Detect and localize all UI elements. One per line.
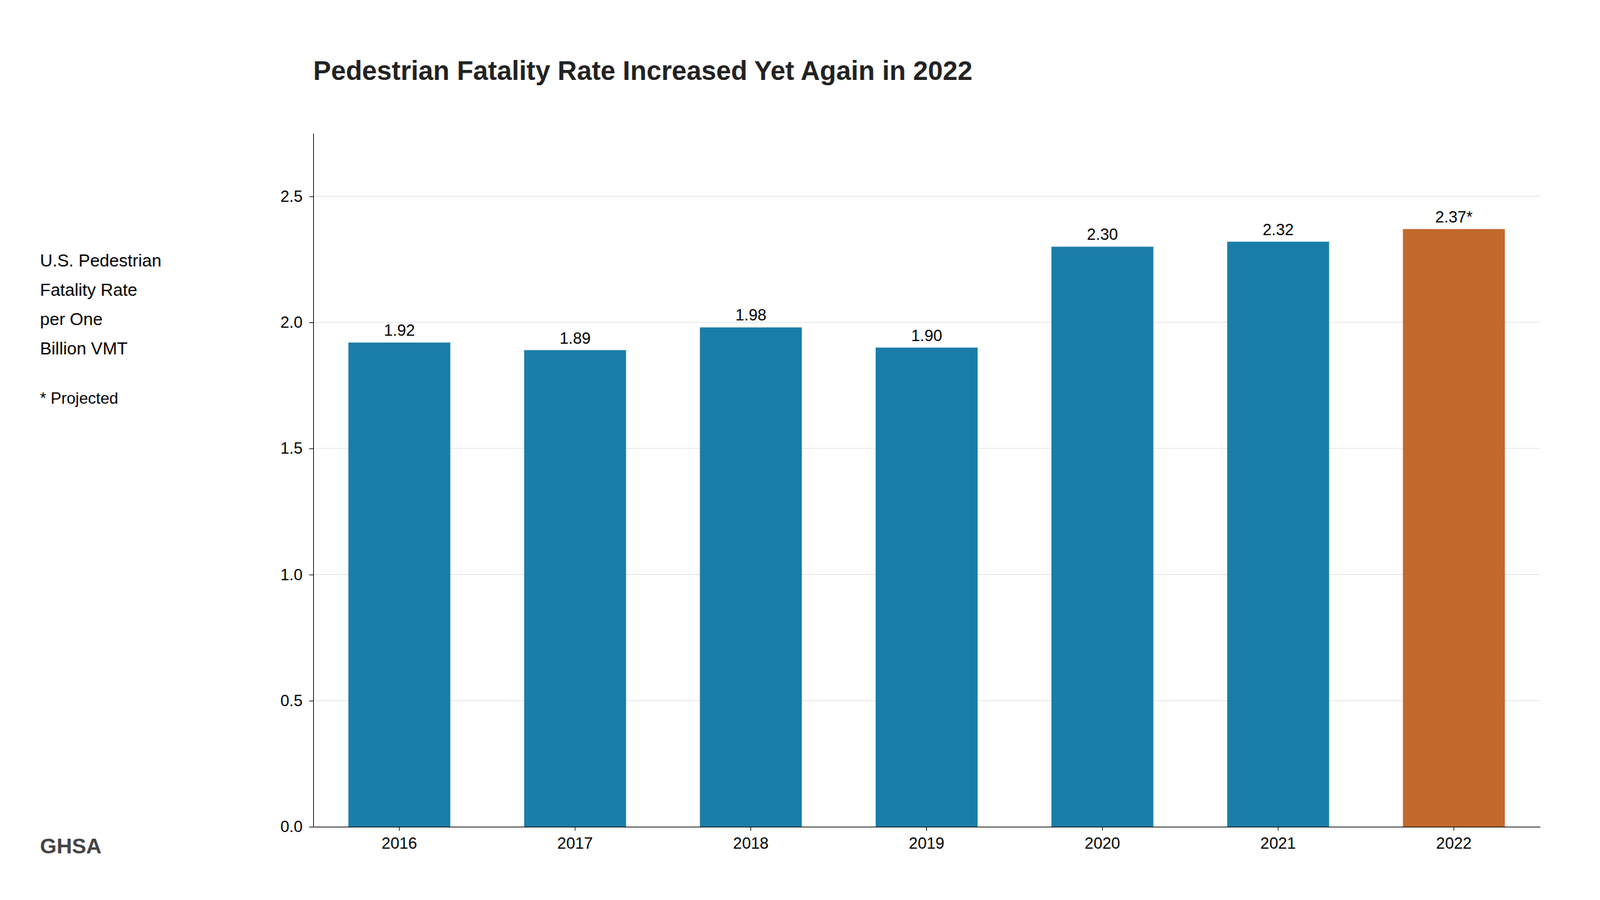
bar bbox=[524, 350, 627, 827]
x-tick-label: 2019 bbox=[908, 834, 945, 853]
data-label: 2.32 bbox=[1262, 220, 1295, 239]
y-tick-label: 0.0 bbox=[280, 817, 303, 836]
y-tick-label: 1.0 bbox=[280, 565, 303, 584]
y-tick-mark bbox=[309, 322, 314, 324]
data-label: 1.89 bbox=[559, 329, 592, 348]
x-tick: 2018 bbox=[733, 826, 769, 853]
data-label: 2.37* bbox=[1435, 207, 1473, 226]
y-axis-line bbox=[313, 133, 314, 828]
x-tick: 2016 bbox=[381, 826, 418, 853]
y-tick-label: 1.5 bbox=[280, 439, 303, 458]
note: * Projected bbox=[39, 389, 118, 408]
bar bbox=[348, 342, 451, 827]
y-tick-mark bbox=[309, 448, 314, 450]
x-tick-label: 2022 bbox=[1436, 834, 1472, 853]
data-labels: 1.92 1.89 1.98 1.90 2.30 2.32 2.37* bbox=[383, 207, 1473, 348]
y-tick-label: 0.5 bbox=[280, 691, 303, 710]
y-tick: 2.0 bbox=[280, 313, 314, 332]
bar bbox=[1051, 246, 1154, 827]
title: Pedestrian Fatality Rate Increased Yet A… bbox=[313, 55, 973, 86]
x-tick-mark bbox=[1278, 826, 1279, 831]
y-label-line: U.S. Pedestrian bbox=[39, 250, 162, 271]
x-tick: 2020 bbox=[1084, 826, 1121, 853]
y-tick-label: 2.5 bbox=[280, 187, 303, 206]
bar bbox=[1402, 229, 1505, 827]
y-tick-mark bbox=[309, 196, 314, 198]
bar bbox=[875, 347, 978, 827]
x-tick-label: 2017 bbox=[557, 834, 593, 853]
x-tick-mark bbox=[1453, 826, 1455, 831]
y-label-line: Fatality Rate bbox=[39, 279, 138, 300]
x-tick-label: 2016 bbox=[381, 834, 418, 853]
y-tick-mark bbox=[309, 574, 314, 576]
bar bbox=[699, 327, 802, 827]
y-label-line: per One bbox=[39, 309, 103, 330]
x-tick-label: 2021 bbox=[1260, 834, 1296, 853]
grid-line bbox=[313, 321, 1541, 323]
data-label: 2.30 bbox=[1086, 225, 1119, 244]
bars bbox=[348, 229, 1505, 827]
x-tick-mark bbox=[750, 826, 752, 831]
y-tick: 2.5 bbox=[280, 187, 314, 206]
y-tick-label: 2.0 bbox=[280, 313, 303, 332]
bar bbox=[1227, 241, 1330, 827]
y-tick-mark bbox=[309, 701, 314, 702]
x-tick-label: 2020 bbox=[1084, 834, 1121, 853]
x-tick-mark bbox=[574, 826, 576, 831]
y-tick: 0.5 bbox=[280, 691, 314, 710]
data-label: 1.90 bbox=[910, 326, 943, 345]
y-tick: 1.5 bbox=[280, 439, 314, 458]
y-tick: 0.0 bbox=[280, 817, 314, 836]
x-tick: 2017 bbox=[557, 826, 593, 853]
logo-text: GHSA bbox=[39, 834, 102, 859]
y-tick: 1.0 bbox=[280, 565, 314, 584]
x-tick-mark bbox=[399, 826, 400, 831]
x-tick: 2021 bbox=[1260, 826, 1296, 853]
x-tick: 2019 bbox=[908, 826, 945, 853]
data-label: 1.92 bbox=[383, 321, 416, 340]
chart: 0.00.51.01.52.02.52016201720182019202020… bbox=[0, 0, 1600, 900]
y-tick-mark bbox=[309, 826, 314, 828]
x-axis: 2016 2017 2018 2019 2020 2021 2022 bbox=[313, 826, 1541, 853]
x-tick: 2022 bbox=[1436, 826, 1472, 853]
x-tick-mark bbox=[926, 826, 927, 831]
y-label: U.S. Pedestrian Fatality Rate per One Billi… bbox=[39, 250, 162, 359]
x-tick-mark bbox=[1102, 826, 1103, 831]
x-tick-label: 2018 bbox=[733, 834, 769, 853]
y-label-line: Billion VMT bbox=[39, 338, 128, 359]
grid bbox=[313, 196, 1541, 827]
data-label: 1.98 bbox=[735, 305, 767, 324]
grid-line bbox=[313, 195, 1541, 197]
y-axis: 0.0 0.5 1.0 1.5 2.0 2.5 bbox=[280, 133, 314, 837]
